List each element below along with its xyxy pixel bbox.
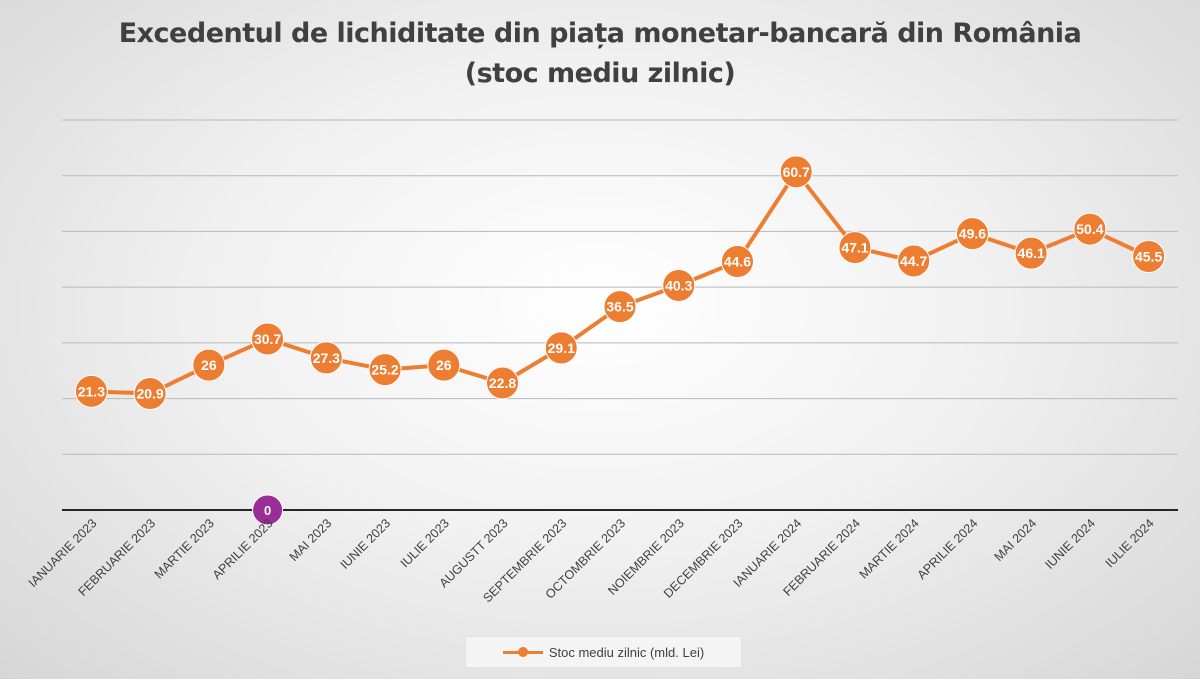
- data-label: 46.1: [1018, 245, 1045, 261]
- data-point: [133, 377, 167, 411]
- data-point: [1132, 240, 1166, 273]
- data-point: [1073, 212, 1107, 246]
- data-point: [662, 268, 696, 302]
- data-label: 36.5: [606, 299, 633, 315]
- x-tick-label: MAI 2023: [287, 516, 335, 564]
- data-point: [251, 322, 285, 356]
- legend-label: Stoc mediu zilnic (mld. Lei): [548, 644, 705, 660]
- data-label: 44.6: [724, 254, 751, 270]
- data-point: [368, 353, 402, 387]
- data-label: 26: [436, 357, 452, 373]
- data-label: 45.5: [1135, 249, 1162, 265]
- x-tick-label: MARTIE 2024: [857, 516, 922, 581]
- x-tick-label: IUNIE 2023: [338, 516, 394, 572]
- data-label: 49.6: [959, 226, 986, 242]
- series-line-layer: [91, 169, 1150, 396]
- data-point: [603, 290, 637, 324]
- data-label: 44.7: [900, 253, 927, 269]
- data-label: 50.4: [1076, 221, 1103, 237]
- data-point: [897, 244, 931, 278]
- data-point: [955, 217, 989, 251]
- legend-line-marker-icon: [502, 645, 543, 659]
- data-point: [427, 348, 461, 382]
- data-point: [544, 331, 578, 365]
- data-point: [74, 374, 108, 408]
- x-tick-label: APRILIE 2024: [915, 516, 981, 582]
- x-tick-label: MARTIE 2023: [152, 516, 217, 581]
- x-tick-label: IUNIE 2024: [1042, 516, 1098, 572]
- data-label: 22.8: [489, 375, 516, 391]
- data-label: 20.9: [136, 386, 163, 402]
- x-tick-label: IULIE 2024: [1103, 516, 1157, 570]
- data-point: [720, 245, 754, 279]
- chart-title: Excedentul de lichiditate din piața mone…: [0, 14, 1200, 94]
- data-point: [779, 155, 813, 189]
- data-label: 60.7: [783, 164, 810, 180]
- zero-data-point: [252, 494, 284, 526]
- gridlines: [62, 119, 1178, 511]
- x-tick-label: IULIE 2023: [398, 516, 452, 570]
- chart-title-line-2: (stoc mediu zilnic): [464, 58, 736, 89]
- zero-data-label: 0: [264, 503, 271, 518]
- x-tick-label: APRILIE 2023: [210, 516, 276, 582]
- chart-title-line-1: Excedentul de lichiditate din piața mone…: [118, 18, 1082, 49]
- data-point: [838, 231, 872, 265]
- data-point: [1014, 236, 1048, 270]
- series-line: [91, 169, 1150, 396]
- data-label: 40.3: [665, 277, 692, 293]
- x-tick-label: MAI 2024: [992, 516, 1040, 564]
- data-label: 21.3: [78, 383, 105, 399]
- legend: Stoc mediu zilnic (mld. Lei): [465, 636, 742, 668]
- data-label: 30.7: [254, 331, 281, 347]
- data-label: 26: [201, 357, 217, 373]
- data-point: [192, 348, 226, 382]
- data-label: 29.1: [548, 340, 575, 356]
- data-point: [309, 341, 343, 375]
- data-markers: 21.3 20.9 26 30.7 27.3 25.2 26 22.8 29.1 36.5 40.3…: [74, 155, 1166, 526]
- data-label: 25.2: [371, 362, 398, 378]
- data-point: [486, 366, 520, 400]
- data-label: 47.1: [841, 240, 868, 256]
- data-label: 27.3: [313, 350, 340, 366]
